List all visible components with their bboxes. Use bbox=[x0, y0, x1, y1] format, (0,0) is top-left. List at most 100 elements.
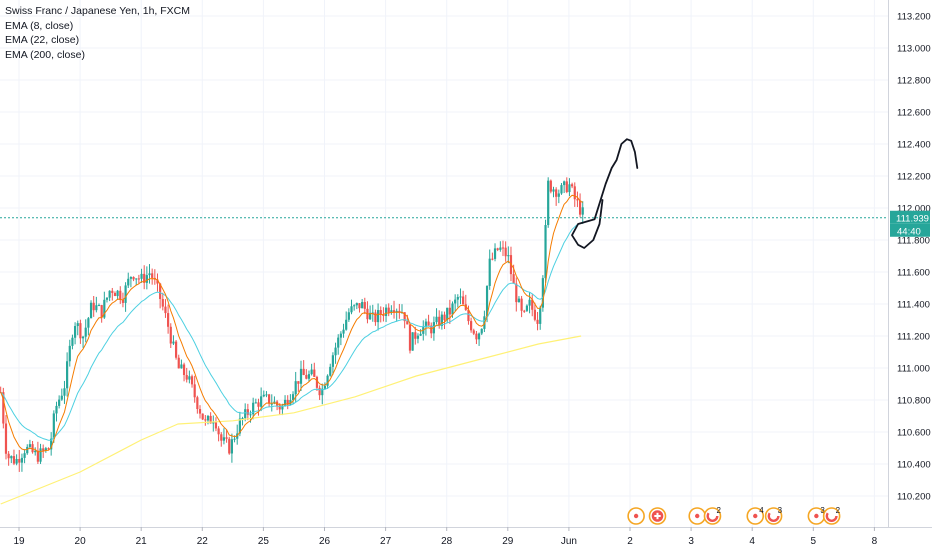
candle bbox=[549, 179, 552, 194]
event-markers[interactable]: 2 4 3 3 2 bbox=[627, 506, 841, 525]
candle-body bbox=[347, 312, 350, 320]
candle bbox=[507, 246, 510, 264]
legend-ema8[interactable]: EMA (8, close) bbox=[5, 19, 74, 32]
candle-body bbox=[119, 290, 122, 300]
target-icon[interactable] bbox=[688, 507, 707, 525]
candle-body bbox=[470, 321, 473, 331]
candle bbox=[79, 319, 82, 344]
candle-body bbox=[156, 279, 159, 284]
candle bbox=[193, 375, 196, 403]
candle-body bbox=[169, 326, 172, 344]
swirl-icon[interactable]: 3 bbox=[764, 506, 783, 525]
candle-body bbox=[414, 332, 417, 339]
candle-body bbox=[167, 313, 170, 327]
candle-body bbox=[254, 402, 257, 404]
candle bbox=[20, 453, 24, 472]
candle-body bbox=[451, 303, 454, 315]
candle-body bbox=[50, 438, 53, 450]
candle bbox=[395, 308, 398, 322]
target-dot bbox=[633, 513, 639, 519]
candle bbox=[60, 388, 63, 401]
candle bbox=[180, 359, 183, 369]
candle bbox=[419, 329, 422, 336]
swiss-flag-icon[interactable] bbox=[648, 507, 667, 525]
candle-body bbox=[318, 387, 321, 396]
candle bbox=[462, 290, 465, 305]
candle-body bbox=[581, 207, 584, 215]
candle-body bbox=[89, 302, 93, 319]
candle-body bbox=[145, 275, 148, 283]
target-dot bbox=[753, 513, 758, 519]
candle bbox=[491, 252, 494, 261]
candle bbox=[132, 276, 135, 282]
candle bbox=[198, 405, 202, 419]
candle bbox=[528, 291, 531, 314]
candle-body bbox=[246, 409, 249, 415]
freehand-drawing[interactable] bbox=[571, 138, 639, 249]
candle bbox=[281, 403, 284, 416]
price-axis[interactable] bbox=[888, 0, 932, 550]
candle-body bbox=[504, 247, 507, 257]
time-axis[interactable] bbox=[0, 527, 888, 550]
candle bbox=[342, 323, 345, 338]
candle bbox=[47, 447, 50, 450]
swirl-icon[interactable]: 2 bbox=[703, 506, 721, 525]
candle bbox=[190, 374, 194, 388]
candle bbox=[350, 299, 353, 315]
candle-body bbox=[326, 375, 329, 386]
legend-ema22[interactable]: EMA (22, close) bbox=[5, 34, 80, 46]
target-icon[interactable]: 3 bbox=[807, 506, 825, 525]
candle bbox=[345, 311, 348, 331]
candle-body bbox=[127, 278, 130, 286]
candle bbox=[260, 387, 263, 412]
candle bbox=[4, 415, 8, 460]
candle-body bbox=[297, 381, 300, 384]
candle-body bbox=[448, 307, 451, 315]
candle-body bbox=[228, 438, 231, 454]
candle bbox=[167, 304, 170, 334]
candle-body bbox=[151, 273, 154, 278]
legend-ema200[interactable]: EMA (200, close) bbox=[5, 48, 85, 61]
candle bbox=[536, 311, 539, 331]
candle bbox=[331, 352, 335, 375]
candle-body bbox=[416, 335, 420, 339]
candle-body bbox=[132, 276, 135, 280]
candle-body bbox=[294, 381, 297, 395]
candle bbox=[97, 303, 101, 307]
candle-body bbox=[159, 283, 162, 299]
candle bbox=[201, 413, 204, 420]
swirl-icon[interactable]: 2 bbox=[822, 506, 841, 525]
candle bbox=[220, 432, 223, 447]
candle bbox=[353, 304, 356, 311]
candle bbox=[568, 178, 571, 197]
candle-body bbox=[2, 392, 5, 424]
candle bbox=[143, 265, 146, 290]
candle-body bbox=[339, 333, 342, 338]
target-icon[interactable] bbox=[627, 507, 645, 525]
candle-body bbox=[446, 307, 449, 321]
candle-body bbox=[249, 414, 252, 416]
candle-body bbox=[552, 189, 555, 192]
candle-body bbox=[177, 357, 180, 369]
candle bbox=[169, 323, 172, 349]
candle-body bbox=[536, 319, 539, 324]
candle bbox=[252, 397, 255, 420]
candle-body bbox=[7, 453, 10, 459]
candle-body bbox=[480, 328, 483, 334]
candle bbox=[275, 400, 279, 411]
candle-body bbox=[87, 318, 90, 328]
candle bbox=[55, 401, 58, 422]
candle bbox=[257, 398, 260, 416]
candle bbox=[63, 380, 66, 404]
y-tick-label: 110.400 bbox=[897, 460, 931, 471]
candle bbox=[127, 272, 130, 289]
candle-body bbox=[512, 274, 515, 284]
candle bbox=[10, 455, 13, 464]
candle bbox=[39, 443, 42, 464]
candle-body bbox=[496, 248, 499, 250]
candle-body bbox=[459, 296, 462, 298]
candle bbox=[92, 295, 95, 317]
target-icon[interactable]: 4 bbox=[746, 506, 764, 525]
x-tick-label: 5 bbox=[811, 536, 817, 547]
